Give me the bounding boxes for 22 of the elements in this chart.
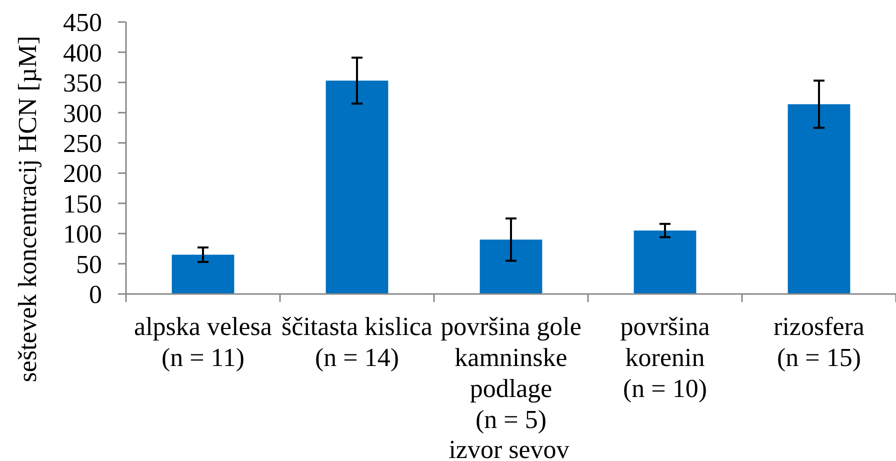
bar [326,80,388,294]
y-tick-label: 350 [63,68,102,98]
y-tick-label: 250 [63,128,102,158]
x-tick-label: površina korenin (n = 10) [620,312,710,403]
y-tick-label: 150 [63,189,102,218]
x-tick-label: ščitasta kislica (n = 14) [282,312,433,372]
y-tick-label: 400 [63,38,102,68]
x-tick-label: alpska velesa (n = 11) [134,312,272,372]
y-tick-label: 450 [63,8,102,38]
y-tick-label: 300 [63,98,102,128]
y-tick-label: 0 [89,280,102,310]
y-tick-label: 100 [63,220,102,249]
bar [788,104,850,294]
x-axis-title: izvor sevov [448,435,570,461]
bar [172,254,234,294]
y-tick-label: 200 [63,159,102,188]
bar [634,230,696,294]
y-axis-title: seštevek koncentracij HCN [µM] [13,36,42,382]
y-tick-label: 50 [76,250,102,279]
x-tick-label: površina gole kamninske podlage (n = 5) [440,312,582,434]
bar [480,240,542,294]
x-tick-label: rizosfera (n = 15) [774,312,865,372]
